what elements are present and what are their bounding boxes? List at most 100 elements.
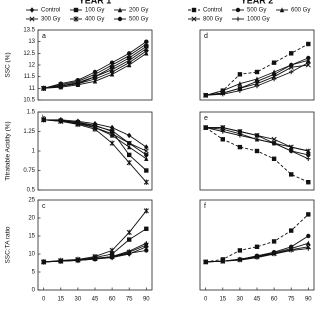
point — [220, 126, 225, 132]
y-tick-label: 12.5 — [23, 51, 35, 57]
point — [220, 91, 225, 97]
y-tick-label: 25 — [28, 198, 35, 204]
point — [144, 226, 149, 231]
point — [305, 148, 311, 154]
point — [271, 76, 277, 82]
legend-item: 800 Gy — [188, 16, 222, 23]
point — [271, 251, 277, 257]
y-tick-label: 13.5 — [23, 28, 35, 34]
y-tick-label: 1 — [32, 149, 36, 155]
point — [109, 131, 115, 137]
point — [127, 237, 132, 242]
series — [41, 208, 149, 265]
point — [143, 46, 149, 52]
point — [58, 259, 63, 264]
point — [220, 259, 225, 264]
point — [41, 86, 46, 91]
point — [127, 141, 132, 146]
series-line — [205, 127, 309, 160]
point — [203, 259, 208, 265]
point — [29, 16, 35, 22]
legend-label: 800 Gy — [203, 17, 222, 23]
point — [254, 148, 260, 154]
legend-label: Control — [203, 8, 222, 14]
point — [144, 248, 149, 253]
point — [306, 246, 311, 251]
point — [127, 144, 132, 150]
x-tick-label: 30 — [75, 297, 82, 303]
x-tick-label: 15 — [219, 297, 226, 303]
point — [109, 247, 115, 254]
legend-item: 600 Gy — [276, 7, 310, 14]
series — [203, 60, 311, 98]
point — [306, 212, 311, 217]
point — [109, 128, 115, 133]
y-axis-label: Titratable Acidity (%) — [5, 121, 12, 180]
point — [203, 125, 208, 130]
point — [289, 69, 294, 75]
point — [41, 117, 46, 123]
y-tick-label: 5 — [32, 270, 36, 276]
point — [143, 242, 149, 248]
x-tick-label: 15 — [57, 297, 64, 303]
point — [306, 60, 311, 65]
legend-item: 500 Gy — [114, 17, 148, 23]
point — [279, 7, 285, 13]
series — [203, 57, 311, 98]
point — [144, 39, 149, 44]
point — [237, 133, 243, 138]
point — [144, 156, 149, 161]
point — [271, 239, 277, 244]
point — [92, 256, 98, 262]
plot-frame — [37, 199, 153, 291]
point — [127, 152, 132, 158]
point — [271, 60, 277, 65]
x-tick-label: 45 — [254, 297, 261, 303]
legend-label: 200 Gy — [129, 8, 148, 14]
series — [41, 248, 149, 265]
series — [203, 125, 311, 154]
plot-frame — [199, 29, 315, 101]
point — [144, 168, 149, 173]
x-tick-label: 0 — [42, 297, 46, 303]
y-tick-label: 10.5 — [23, 98, 35, 104]
point — [254, 76, 260, 82]
series — [41, 117, 149, 158]
panel-label: d — [204, 33, 208, 40]
y-axis-label: SSC (%) — [5, 52, 12, 77]
point — [73, 16, 79, 22]
x-tick-label: 60 — [271, 297, 278, 303]
legend-item: 100 Gy — [70, 8, 104, 14]
point — [288, 64, 294, 70]
point — [237, 257, 243, 263]
point — [143, 148, 149, 154]
point — [254, 83, 260, 89]
legend-label: Control — [41, 8, 60, 14]
point — [220, 137, 225, 142]
point — [109, 71, 115, 77]
column-title: YEAR 1 — [79, 0, 112, 5]
panel-label: e — [204, 115, 208, 122]
point — [75, 82, 81, 88]
point — [254, 137, 260, 142]
y-tick-label: 15 — [28, 234, 35, 240]
legend-label: 500 Gy — [247, 8, 266, 14]
y-tick-label: 11.5 — [24, 74, 36, 80]
point — [191, 16, 197, 22]
point — [109, 140, 115, 146]
y-tick-label: 20 — [28, 216, 35, 222]
y-tick-label: 11 — [29, 86, 36, 92]
y-tick-label: 13 — [28, 39, 35, 45]
panel-label: c — [42, 203, 46, 210]
plot-frame — [37, 29, 153, 101]
y-tick-label: 0 — [32, 288, 36, 294]
point — [109, 67, 115, 73]
point — [109, 124, 115, 131]
point — [271, 69, 277, 75]
point — [73, 7, 79, 13]
panel-label: f — [204, 203, 206, 210]
y-tick-label: 12 — [28, 63, 35, 69]
point — [237, 248, 243, 253]
series — [203, 41, 311, 98]
